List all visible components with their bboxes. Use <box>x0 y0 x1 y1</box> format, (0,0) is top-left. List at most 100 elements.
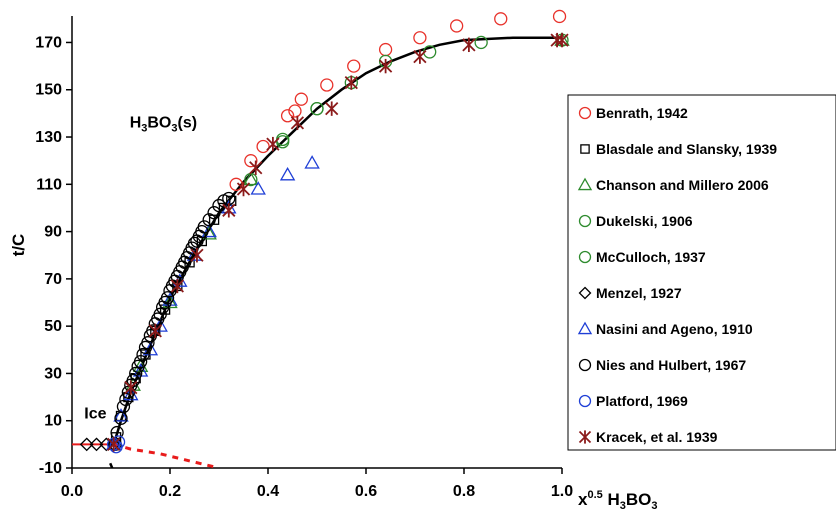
y-tick-label: 150 <box>35 82 62 99</box>
data-point <box>116 399 131 414</box>
data-point <box>153 307 167 321</box>
y-tick-label: 130 <box>35 129 62 146</box>
legend-item: Platford, 1969 <box>578 393 688 409</box>
data-point <box>244 154 258 168</box>
legend-marker <box>578 214 592 228</box>
y-axis-label: t/C <box>9 234 28 257</box>
data-point <box>250 181 266 195</box>
data-point <box>136 347 150 362</box>
data-point <box>552 9 567 24</box>
legend-item: Benrath, 1942 <box>578 105 688 121</box>
data-point <box>378 42 393 57</box>
data-point <box>190 248 204 263</box>
data-point <box>290 115 305 131</box>
data-point <box>229 177 243 191</box>
data-point <box>110 425 124 440</box>
x-tick-label: 0.0 <box>61 483 83 500</box>
data-point <box>310 102 324 116</box>
data-point <box>160 291 175 305</box>
legend-box <box>567 94 836 451</box>
x-tick-label: 0.2 <box>159 483 181 500</box>
y-tick-label: 110 <box>36 176 62 193</box>
series-benrath-1942 <box>229 9 567 191</box>
ice-label: Ice <box>84 406 106 423</box>
legend-label: Blasdale and Slansky, 1939 <box>596 141 777 157</box>
data-point <box>279 166 296 181</box>
data-point <box>280 109 295 123</box>
legend-label: Menzel, 1927 <box>596 285 682 301</box>
x-axis-label: x0.5 H3BO3 <box>578 489 658 512</box>
legend-item: Kracek, et al. 1939 <box>578 429 718 445</box>
curve-solid <box>112 36 562 445</box>
legend-label: Benrath, 1942 <box>596 105 688 121</box>
x-ticks: 0.0 0.2 0.4 0.6 0.8 1.0 <box>61 468 573 500</box>
y-tick-label: -10 <box>39 460 62 477</box>
data-point <box>89 437 104 452</box>
data-point <box>256 139 270 154</box>
legend-label: Nasini and Ageno, 1910 <box>596 321 753 337</box>
y-tick-label: 90 <box>44 224 62 241</box>
data-point <box>187 236 202 251</box>
series-kracek-et-al-1939 <box>107 32 569 452</box>
legend-item: Nies and Hulbert, 1967 <box>578 357 746 373</box>
y-tick-label: 50 <box>44 318 62 335</box>
data-point <box>344 75 358 90</box>
data-point <box>462 37 476 53</box>
data-point <box>170 278 184 294</box>
legend: Benrath, 1942 Blasdale and Slansky, 1939 C… <box>567 94 836 451</box>
h3bo3-solid-label: H3BO3(s) <box>130 115 197 135</box>
data-point <box>148 323 162 339</box>
legend-items: Benrath, 1942 Blasdale and Slansky, 1939 C… <box>577 105 777 445</box>
data-point <box>378 58 393 74</box>
legend-item: Blasdale and Slansky, 1939 <box>580 141 777 157</box>
series-nies-and-hulbert-1967 <box>108 191 236 452</box>
y-tick-label: 10 <box>44 413 62 430</box>
data-point <box>288 104 302 118</box>
data-point <box>133 354 148 369</box>
data-point <box>325 101 339 116</box>
x-tick-label: 0.6 <box>355 483 377 500</box>
legend-label: Platford, 1969 <box>596 393 688 409</box>
data-point <box>197 220 211 234</box>
legend-marker <box>578 106 592 120</box>
data-point <box>555 32 569 48</box>
y-ticks: -10 10 30 50 70 90 110 130 150 170 <box>35 34 72 477</box>
curve-solid <box>109 462 114 469</box>
annotations: Ice H3BO3(s) <box>84 115 197 423</box>
data-point <box>113 408 129 422</box>
data-point <box>202 213 216 227</box>
data-point <box>413 31 427 45</box>
legend-item: Menzel, 1927 <box>578 285 682 301</box>
data-point <box>236 181 251 197</box>
legend-marker <box>578 250 592 264</box>
legend-item: McCulloch, 1937 <box>578 249 706 265</box>
legend-marker <box>578 430 592 444</box>
data-point <box>129 366 143 381</box>
data-point <box>449 19 464 33</box>
x-tick-label: 1.0 <box>551 483 573 500</box>
data-point <box>266 136 280 152</box>
data-point <box>413 49 427 64</box>
legend-marker <box>580 144 590 154</box>
data-markers <box>79 9 570 454</box>
legend-marker <box>577 321 593 335</box>
series-blasdale-and-slansky-1939 <box>110 195 237 443</box>
legend-marker <box>578 358 592 372</box>
y-tick-label: 30 <box>44 365 62 382</box>
data-point <box>494 12 508 26</box>
data-point <box>107 437 121 452</box>
data-point <box>207 206 221 220</box>
series-nasini-and-ageno-1910 <box>105 155 320 450</box>
data-point <box>320 78 334 92</box>
data-point <box>474 35 488 50</box>
data-point <box>208 214 220 225</box>
legend-marker <box>578 394 592 408</box>
data-point <box>126 373 140 388</box>
legend-item: Nasini and Ageno, 1910 <box>577 321 753 337</box>
data-point <box>243 171 259 186</box>
series-dukelski-1906 <box>244 33 569 187</box>
y-tick-label: 170 <box>35 34 62 51</box>
legend-marker <box>577 177 593 191</box>
y-tick-label: 70 <box>44 271 62 288</box>
curve-dashed <box>113 442 220 470</box>
